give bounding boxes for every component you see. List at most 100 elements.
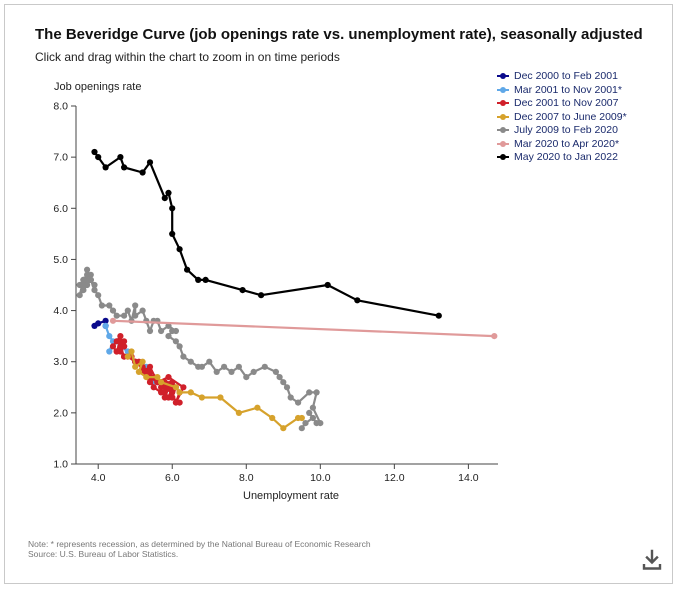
data-point[interactable]	[139, 169, 146, 176]
data-point[interactable]	[150, 384, 157, 391]
data-point[interactable]	[217, 394, 224, 401]
data-point[interactable]	[254, 404, 261, 411]
data-point[interactable]	[165, 374, 172, 381]
data-point[interactable]	[250, 368, 257, 375]
data-point[interactable]	[176, 246, 183, 253]
data-point[interactable]	[91, 281, 98, 289]
data-point[interactable]	[169, 230, 176, 237]
data-point[interactable]	[87, 276, 94, 283]
data-point[interactable]	[161, 394, 168, 401]
data-point[interactable]	[143, 374, 150, 381]
data-point[interactable]	[117, 154, 124, 161]
legend-item[interactable]: May 2020 to Jan 2022	[497, 151, 627, 165]
data-point[interactable]	[176, 343, 183, 350]
data-point[interactable]	[176, 399, 183, 406]
data-point[interactable]	[106, 348, 113, 355]
series-7[interactable]	[91, 148, 442, 319]
data-point[interactable]	[95, 320, 102, 327]
data-point[interactable]	[139, 307, 146, 314]
data-point[interactable]	[95, 154, 102, 161]
data-point[interactable]	[146, 159, 154, 166]
data-point[interactable]	[165, 189, 172, 196]
data-point[interactable]	[109, 343, 117, 350]
data-point[interactable]	[117, 343, 124, 350]
data-point[interactable]	[276, 374, 283, 381]
data-point[interactable]	[195, 363, 202, 370]
legend-item[interactable]: Mar 2001 to Nov 2001*	[497, 84, 627, 98]
data-point[interactable]	[172, 327, 179, 335]
data-point[interactable]	[298, 414, 305, 422]
data-point[interactable]	[135, 368, 142, 375]
data-point[interactable]	[146, 379, 154, 386]
data-point[interactable]	[91, 287, 98, 294]
data-point[interactable]	[213, 368, 220, 375]
data-point[interactable]	[295, 399, 302, 406]
data-point[interactable]	[169, 379, 176, 386]
data-point[interactable]	[354, 297, 361, 304]
data-point[interactable]	[180, 384, 187, 391]
data-point[interactable]	[317, 420, 324, 427]
data-point[interactable]	[102, 322, 109, 329]
data-point[interactable]	[109, 307, 117, 314]
data-point[interactable]	[435, 312, 442, 319]
data-point[interactable]	[143, 368, 150, 375]
data-point[interactable]	[124, 307, 131, 314]
data-point[interactable]	[124, 353, 131, 360]
data-point[interactable]	[169, 394, 176, 401]
data-point[interactable]	[491, 333, 498, 340]
data-point[interactable]	[184, 266, 191, 273]
data-point[interactable]	[84, 266, 91, 273]
data-point[interactable]	[106, 302, 113, 309]
data-point[interactable]	[176, 389, 183, 396]
data-point[interactable]	[98, 302, 105, 309]
data-point[interactable]	[139, 358, 146, 365]
series-6[interactable]	[109, 317, 498, 340]
data-point[interactable]	[87, 271, 94, 278]
data-point[interactable]	[172, 338, 179, 345]
legend-item[interactable]: Dec 2007 to June 2009*	[497, 111, 627, 125]
data-point[interactable]	[154, 374, 161, 381]
data-point[interactable]	[187, 358, 194, 365]
data-point[interactable]	[109, 317, 117, 324]
legend-item[interactable]: Dec 2001 to Nov 2007	[497, 97, 627, 111]
data-point[interactable]	[243, 374, 250, 381]
data-point[interactable]	[302, 420, 309, 427]
series-5[interactable]	[76, 266, 324, 432]
data-point[interactable]	[309, 404, 316, 411]
data-point[interactable]	[158, 379, 165, 386]
data-point[interactable]	[80, 287, 87, 294]
data-point[interactable]	[121, 164, 128, 171]
legend-item[interactable]: Dec 2000 to Feb 2001	[497, 70, 627, 84]
data-point[interactable]	[206, 358, 213, 365]
data-point[interactable]	[146, 327, 154, 335]
data-point[interactable]	[283, 384, 291, 391]
data-point[interactable]	[221, 363, 228, 370]
data-point[interactable]	[158, 327, 165, 335]
data-point[interactable]	[102, 164, 109, 171]
data-point[interactable]	[169, 389, 176, 396]
data-point[interactable]	[91, 148, 98, 156]
data-point[interactable]	[269, 414, 276, 422]
data-point[interactable]	[298, 425, 305, 432]
data-point[interactable]	[306, 389, 313, 396]
data-point[interactable]	[195, 276, 202, 283]
data-point[interactable]	[128, 348, 135, 355]
data-point[interactable]	[158, 384, 165, 391]
legend-item[interactable]: July 2009 to Feb 2020	[497, 124, 627, 138]
data-point[interactable]	[309, 414, 316, 422]
data-point[interactable]	[132, 312, 139, 319]
data-point[interactable]	[146, 363, 154, 370]
data-point[interactable]	[169, 205, 176, 212]
data-point[interactable]	[228, 368, 235, 375]
data-point[interactable]	[202, 276, 209, 283]
data-point[interactable]	[258, 292, 265, 299]
data-point[interactable]	[161, 195, 168, 202]
data-point[interactable]	[76, 281, 83, 289]
data-point[interactable]	[198, 394, 205, 401]
download-button[interactable]	[641, 548, 663, 572]
data-point[interactable]	[235, 409, 242, 416]
data-point[interactable]	[172, 384, 179, 391]
data-point[interactable]	[121, 338, 128, 345]
data-point[interactable]	[132, 363, 139, 370]
data-point[interactable]	[180, 353, 187, 360]
